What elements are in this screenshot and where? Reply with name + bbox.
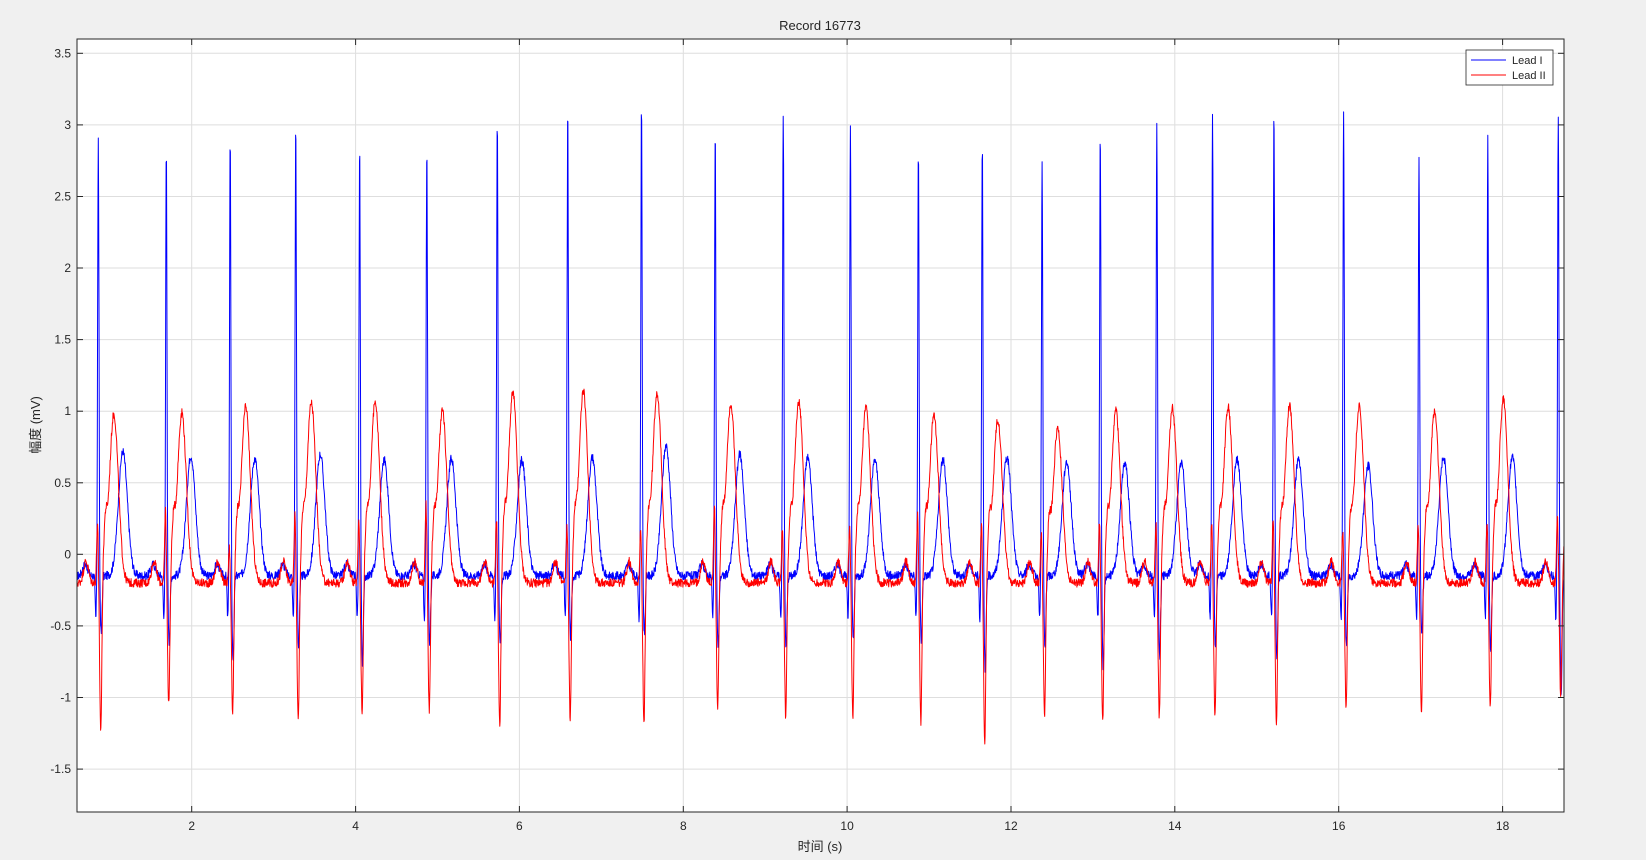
series-line-lead-ii xyxy=(76,388,1565,745)
x-tick-label: 4 xyxy=(352,819,359,833)
y-tick-label: 3 xyxy=(64,118,71,132)
axes-box xyxy=(76,38,1565,813)
legend-label-lead-ii: Lead II xyxy=(1512,70,1546,82)
legend[interactable]: Lead I Lead II xyxy=(1465,49,1554,86)
plot-area xyxy=(77,39,1564,812)
x-tick-label: 18 xyxy=(1496,819,1510,833)
legend-label-lead-i: Lead I xyxy=(1512,55,1543,67)
y-tick-label: 2 xyxy=(64,261,71,275)
x-tick-label: 8 xyxy=(680,819,687,833)
y-tick-label: 3.5 xyxy=(54,46,71,60)
axis-ticks: 2 4 6 8 10 12 14 16 18 -1.5 -1 -0.5 0 0.5 1 1.5 2 2.5 3 3.5 xyxy=(50,39,1564,833)
x-tick-label: 14 xyxy=(1168,819,1182,833)
y-tick-label: -1.5 xyxy=(50,762,71,776)
chart-title: Record 16773 xyxy=(779,18,861,33)
y-tick-label: 2.5 xyxy=(54,190,71,204)
legend-box xyxy=(1465,49,1554,86)
y-tick-label: 0 xyxy=(64,547,71,561)
x-tick-label: 2 xyxy=(188,819,195,833)
x-axis-title: 时间 (s) xyxy=(798,839,843,854)
series-line-lead-i xyxy=(76,111,1565,696)
grid xyxy=(77,39,1564,812)
series-layer xyxy=(76,111,1565,745)
y-tick-label: 1 xyxy=(64,404,71,418)
y-tick-label: -0.5 xyxy=(50,619,71,633)
x-tick-label: 10 xyxy=(840,819,854,833)
y-axis-title: 幅度 (mV) xyxy=(28,396,43,454)
y-tick-label: 1.5 xyxy=(54,333,71,347)
x-tick-label: 12 xyxy=(1004,819,1018,833)
x-tick-label: 16 xyxy=(1332,819,1346,833)
y-tick-label: 0.5 xyxy=(54,476,71,490)
x-tick-label: 6 xyxy=(516,819,523,833)
y-tick-label: -1 xyxy=(60,691,71,705)
